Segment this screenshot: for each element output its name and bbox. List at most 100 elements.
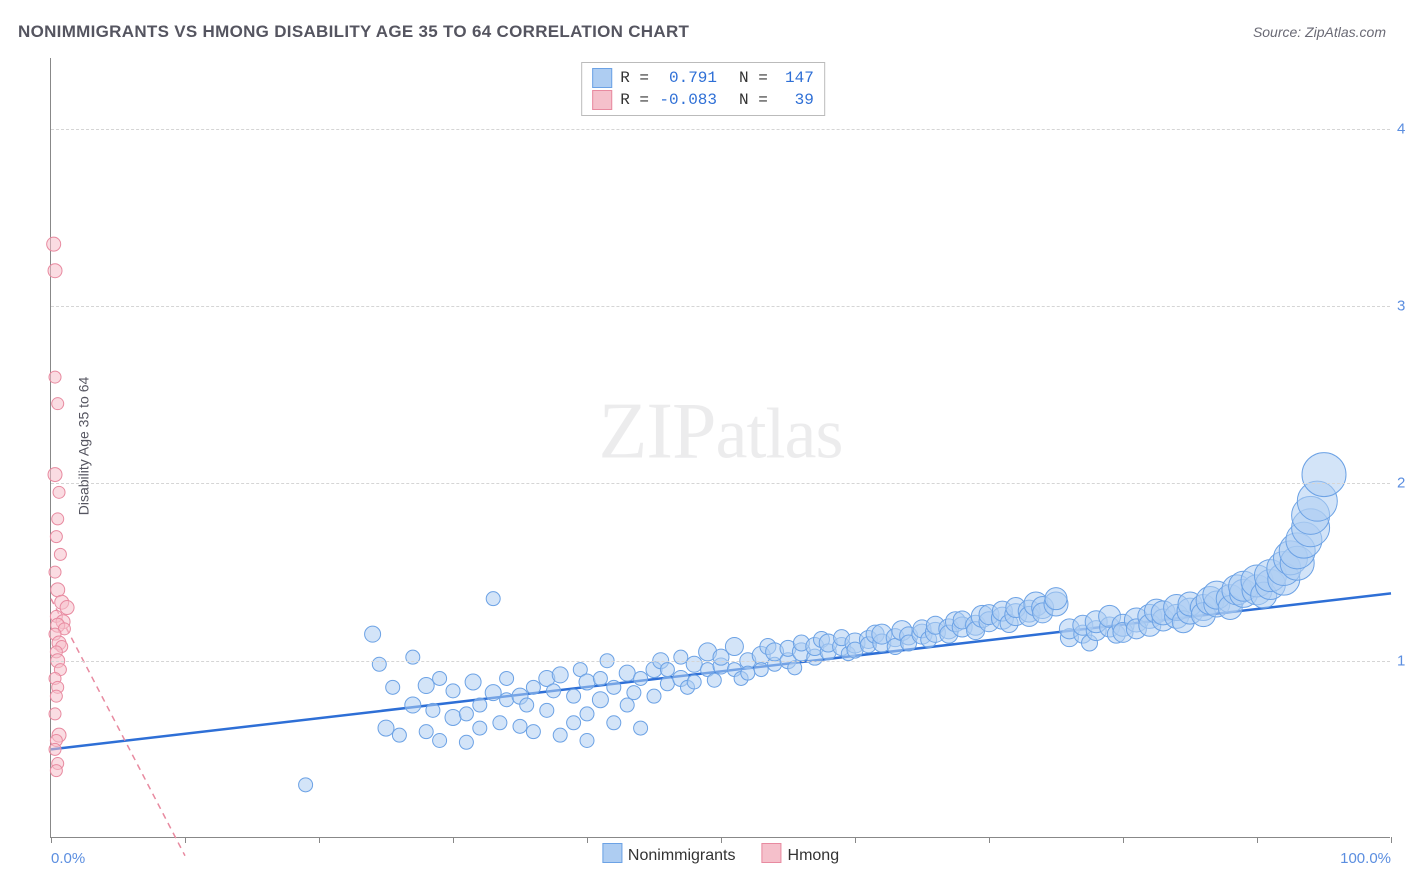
data-point xyxy=(459,707,473,721)
data-point xyxy=(445,709,461,725)
data-point xyxy=(406,650,420,664)
data-point xyxy=(386,680,400,694)
gridline xyxy=(51,483,1390,484)
legend-r-label: R = xyxy=(620,89,649,111)
data-point xyxy=(660,677,674,691)
data-point xyxy=(725,638,743,656)
bottom-legend-label: Nonimmigrants xyxy=(628,847,736,864)
data-point xyxy=(553,728,567,742)
data-point xyxy=(446,684,460,698)
data-point xyxy=(486,592,500,606)
legend-n-label: N = xyxy=(739,89,768,111)
x-tick-label: 0.0% xyxy=(51,850,85,867)
data-point xyxy=(500,693,514,707)
data-point xyxy=(540,703,554,717)
bottom-legend: Nonimmigrants Hmong xyxy=(602,843,839,865)
data-point xyxy=(526,680,540,694)
y-tick-label: 40.0% xyxy=(1397,120,1406,137)
gridline xyxy=(51,129,1390,130)
data-point xyxy=(592,692,608,708)
data-point xyxy=(526,725,540,739)
data-point xyxy=(426,703,440,717)
legend-r-label: R = xyxy=(620,67,649,89)
data-point xyxy=(52,398,64,410)
data-point xyxy=(48,468,62,482)
data-point xyxy=(378,720,394,736)
data-point xyxy=(567,716,581,730)
data-point xyxy=(647,689,661,703)
data-point xyxy=(579,674,595,690)
data-point xyxy=(552,667,568,683)
data-point xyxy=(473,698,487,712)
x-tick xyxy=(185,837,186,843)
bottom-legend-item: Nonimmigrants xyxy=(602,843,736,865)
legend-swatch xyxy=(762,843,782,863)
data-point xyxy=(660,663,674,677)
data-point xyxy=(365,626,381,642)
legend-row: R = 0.791 N = 147 xyxy=(592,67,814,89)
data-point xyxy=(433,671,447,685)
data-point xyxy=(1302,453,1346,497)
chart-title: NONIMMIGRANTS VS HMONG DISABILITY AGE 35… xyxy=(18,22,689,42)
data-point xyxy=(687,675,701,689)
legend-n-value: 39 xyxy=(776,89,814,111)
legend-n-value: 147 xyxy=(776,67,814,89)
bottom-legend-label: Hmong xyxy=(788,847,840,864)
data-point xyxy=(686,656,702,672)
bottom-legend-item: Hmong xyxy=(762,843,840,865)
data-point xyxy=(607,716,621,730)
data-point xyxy=(418,678,434,694)
data-point xyxy=(405,697,421,713)
data-point xyxy=(619,665,635,681)
data-point xyxy=(634,671,648,685)
legend-box: R = 0.791 N = 147 R = -0.083 N = 39 xyxy=(581,62,825,116)
data-point xyxy=(459,735,473,749)
source-label: Source: ZipAtlas.com xyxy=(1253,24,1386,40)
legend-r-value: -0.083 xyxy=(657,89,717,111)
data-point xyxy=(634,721,648,735)
x-tick xyxy=(1257,837,1258,843)
data-point xyxy=(52,513,64,525)
data-point xyxy=(299,778,313,792)
data-point xyxy=(50,690,62,702)
data-point xyxy=(485,685,501,701)
legend-swatch xyxy=(592,90,612,110)
data-point xyxy=(674,650,688,664)
data-point xyxy=(500,671,514,685)
data-point xyxy=(51,583,65,597)
legend-row: R = -0.083 N = 39 xyxy=(592,89,814,111)
data-point xyxy=(547,684,561,698)
legend-r-value: 0.791 xyxy=(657,67,717,89)
x-tick xyxy=(587,837,588,843)
x-tick xyxy=(453,837,454,843)
data-point xyxy=(580,707,594,721)
data-point xyxy=(580,734,594,748)
y-tick-label: 10.0% xyxy=(1397,652,1406,669)
gridline xyxy=(51,306,1390,307)
data-point xyxy=(513,719,527,733)
data-point xyxy=(372,657,386,671)
data-point xyxy=(788,661,802,675)
data-point xyxy=(754,663,768,677)
data-point xyxy=(741,666,755,680)
data-point xyxy=(47,237,61,251)
chart-container: NONIMMIGRANTS VS HMONG DISABILITY AGE 35… xyxy=(0,0,1406,892)
data-point xyxy=(433,734,447,748)
data-point xyxy=(49,743,61,755)
data-point xyxy=(465,674,481,690)
data-point xyxy=(419,725,433,739)
x-tick-label: 100.0% xyxy=(1340,850,1391,867)
data-point xyxy=(48,264,62,278)
data-point xyxy=(620,698,634,712)
gridline xyxy=(51,661,1390,662)
data-point xyxy=(493,716,507,730)
data-point xyxy=(1045,588,1067,610)
data-point xyxy=(50,765,62,777)
data-point xyxy=(567,689,581,703)
y-tick-label: 30.0% xyxy=(1397,298,1406,315)
data-point xyxy=(49,708,61,720)
legend-n-label: N = xyxy=(739,67,768,89)
plot-area: ZIPatlas NonimmigrantsHmong 10.0%20.0%30… xyxy=(50,58,1390,838)
x-tick xyxy=(1391,837,1392,843)
data-point xyxy=(627,686,641,700)
